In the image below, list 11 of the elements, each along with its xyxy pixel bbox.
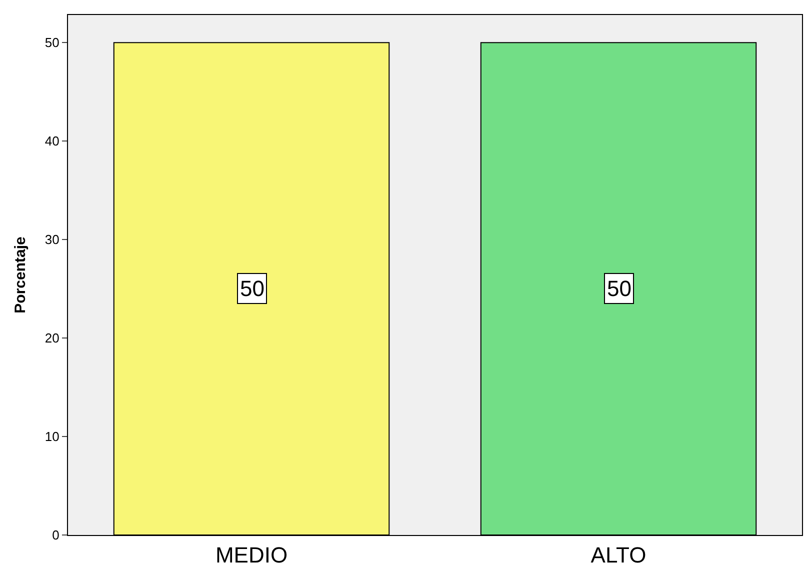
x-tick-label: MEDIO [215, 542, 288, 568]
y-tick-label: 0 [52, 528, 60, 543]
x-tick-label: ALTO [590, 542, 646, 568]
y-axis-title: Porcentaje [12, 236, 30, 314]
y-tick-label: 30 [44, 232, 60, 248]
y-tick-label: 10 [44, 429, 60, 444]
y-tick-label: 20 [44, 330, 60, 346]
y-tick-label: 50 [44, 35, 60, 50]
data-label: 50 [240, 276, 264, 301]
data-label: 50 [607, 276, 632, 301]
y-tick-label: 40 [44, 134, 60, 149]
